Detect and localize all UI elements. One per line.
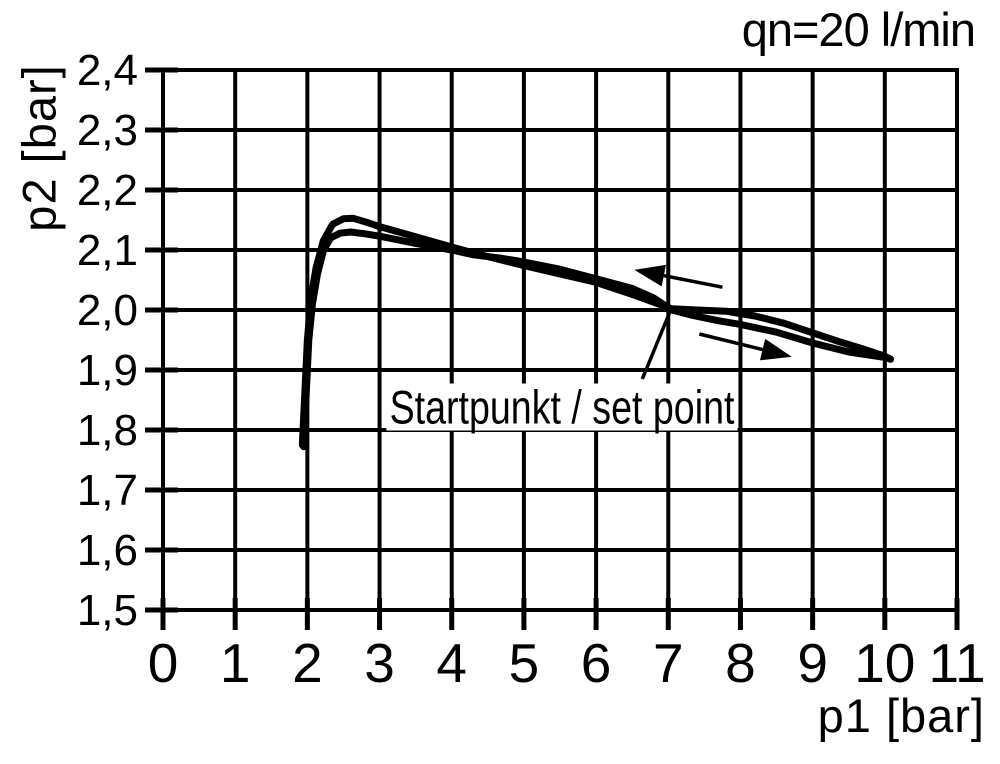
set-point-label: Startpunkt / set point xyxy=(386,383,738,431)
x-tick-label: 3 xyxy=(364,632,395,694)
x-tick-label: 0 xyxy=(148,632,179,694)
y-tick-label: 2,0 xyxy=(77,286,138,335)
y-axis-title: p2 [bar] xyxy=(12,64,66,232)
x-tick-label: 5 xyxy=(509,632,540,694)
return-direction-arrow-shaft xyxy=(663,273,723,289)
x-tick-label: 2 xyxy=(292,632,323,694)
x-tick-label: 6 xyxy=(581,632,612,694)
y-tick-label: 2,2 xyxy=(77,166,138,215)
x-axis-title: p1 [bar] xyxy=(817,689,985,742)
axis-frame xyxy=(161,68,959,612)
y-tick-label: 2,4 xyxy=(77,46,138,95)
y-tick-label: 1,5 xyxy=(77,586,138,635)
return-direction-arrow-head xyxy=(634,264,666,287)
y-tick-label: 1,6 xyxy=(77,526,138,575)
y-tick-label: 1,8 xyxy=(77,406,138,455)
pressure-characteristic-forward xyxy=(300,228,895,451)
x-tick-label: 10 xyxy=(854,632,915,694)
x-tick-label: 1 xyxy=(220,632,251,694)
y-tick-label: 1,9 xyxy=(77,346,138,395)
x-tick-label: 7 xyxy=(653,632,684,694)
x-tick-label: 11 xyxy=(928,632,985,694)
x-tick-label: 9 xyxy=(797,632,828,694)
x-tick-label: 8 xyxy=(725,632,756,694)
flow-rate-annotation: qn=20 l/min xyxy=(741,3,976,56)
x-tick-label: 4 xyxy=(436,632,467,694)
y-tick-label: 2,3 xyxy=(77,106,138,155)
y-tick-label: 2,1 xyxy=(77,226,138,275)
y-tick-label: 1,7 xyxy=(77,466,138,515)
forward-direction-arrow-shaft xyxy=(698,332,763,352)
set-point-leader-line xyxy=(640,306,674,380)
forward-direction-arrow-head xyxy=(759,338,792,361)
